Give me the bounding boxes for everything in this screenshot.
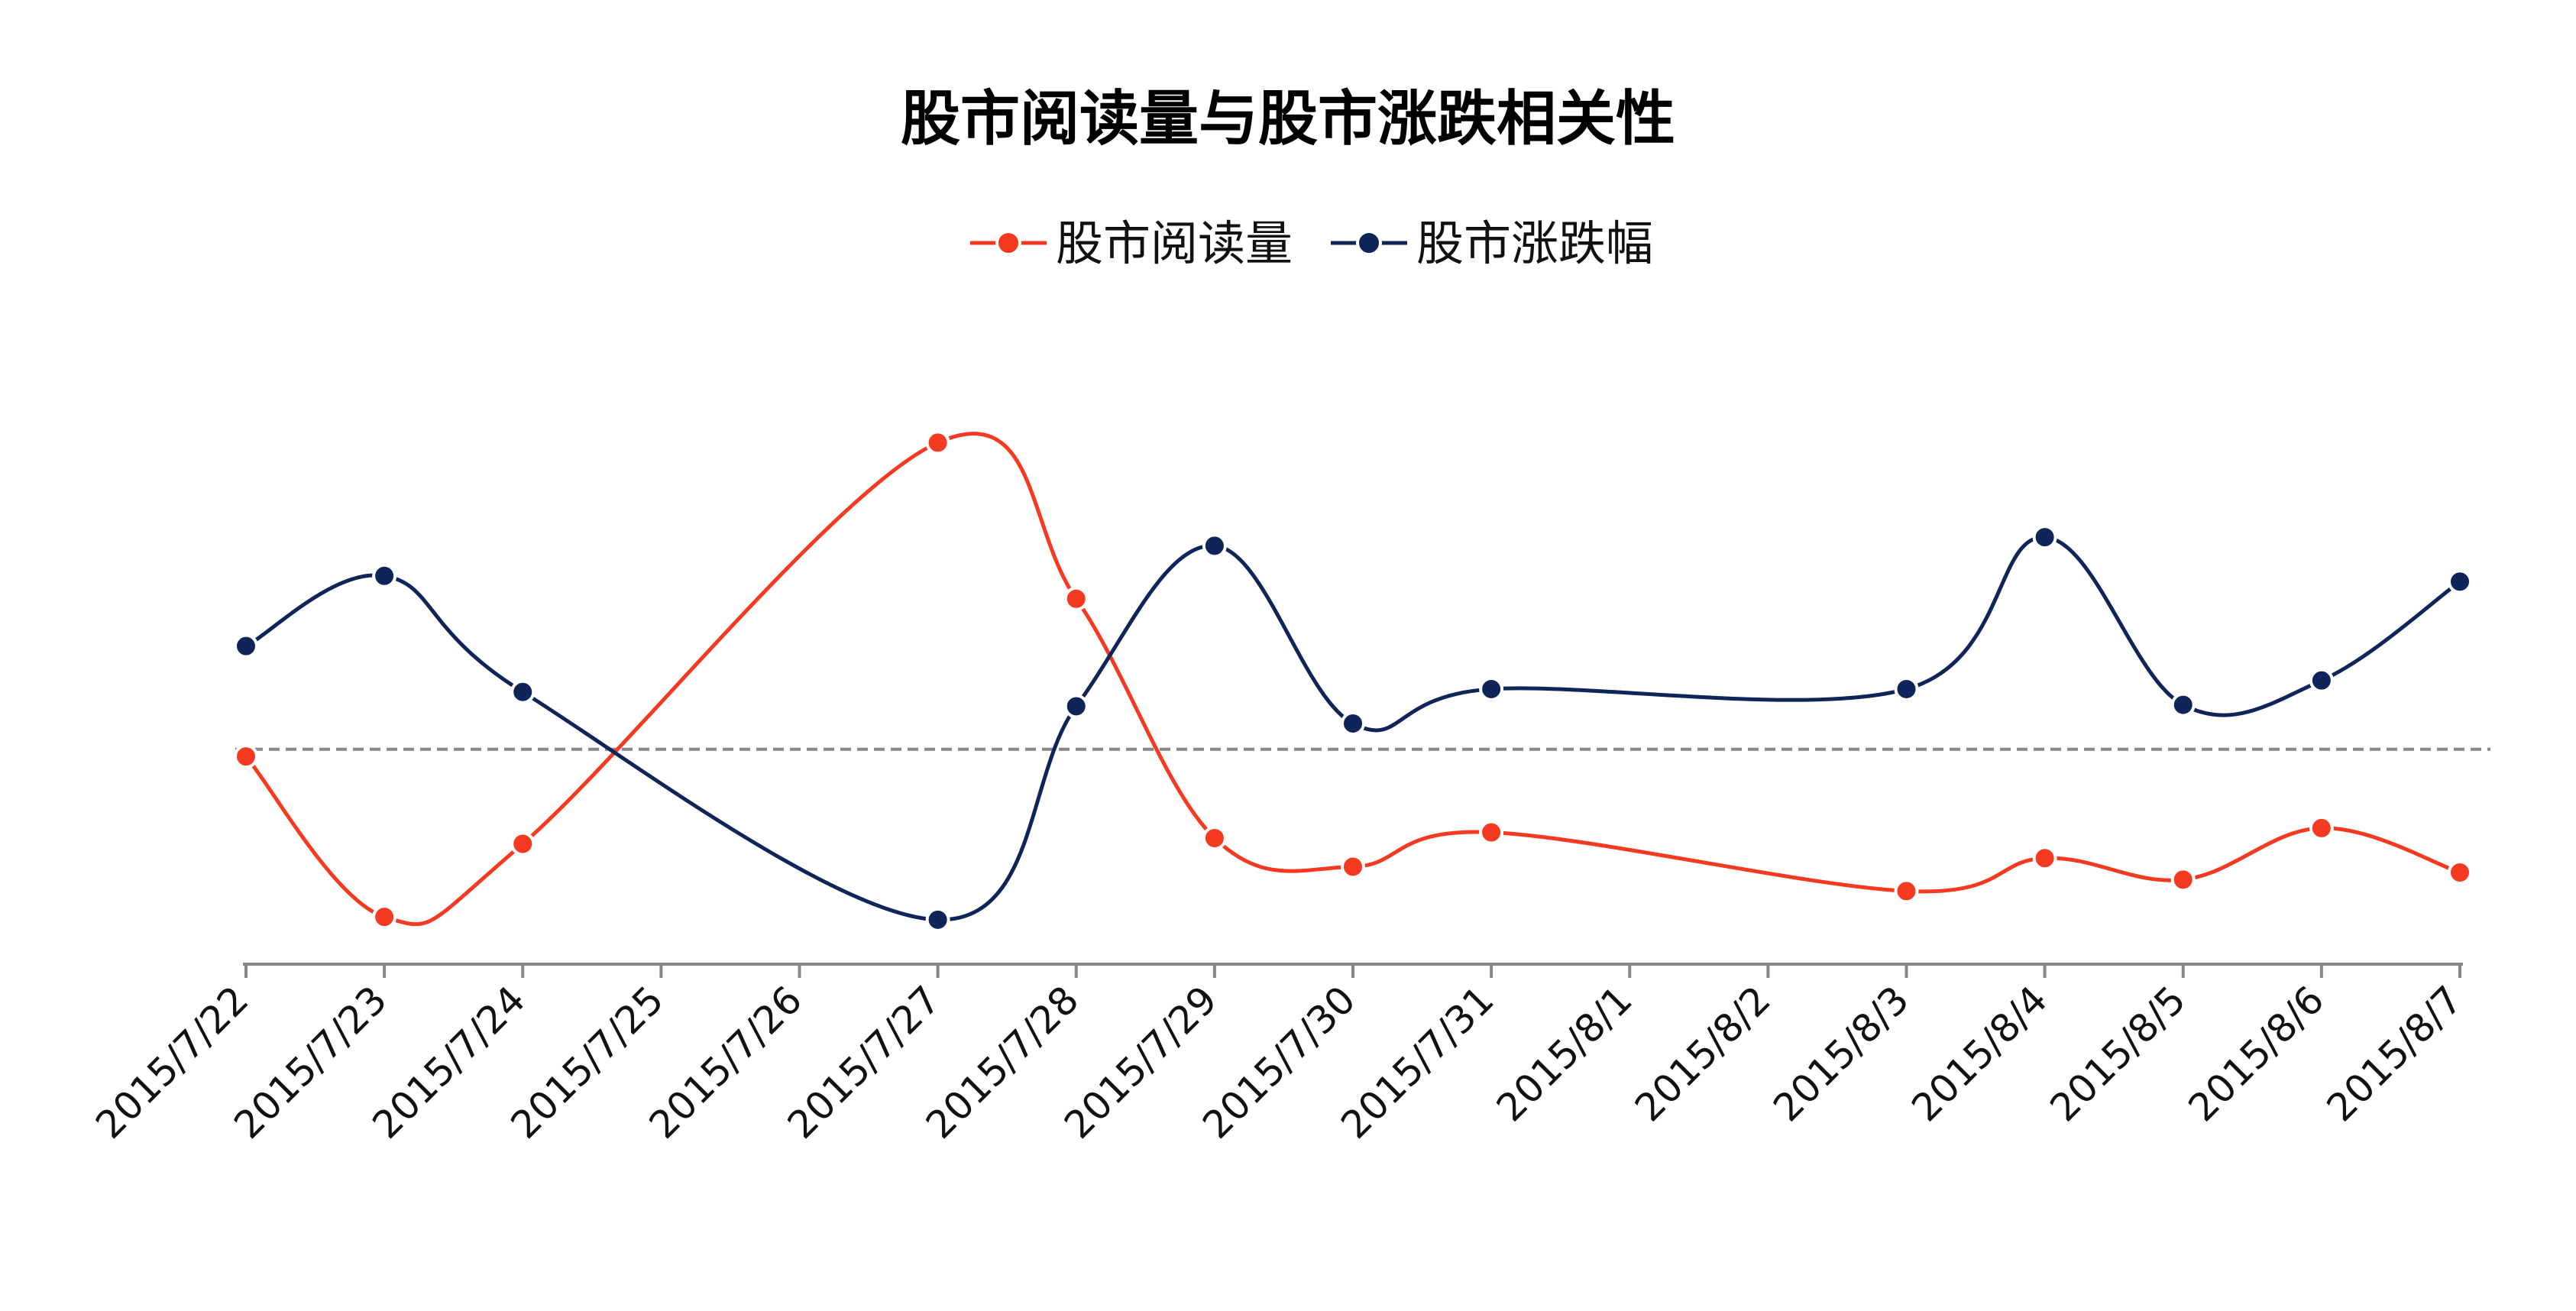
data-point: [925, 430, 950, 455]
data-point: [2448, 859, 2472, 885]
series-line: [244, 432, 2461, 927]
legend-item: 股市涨跌幅: [1331, 215, 1653, 271]
legend: 股市阅读量 股市涨跌幅: [970, 215, 1653, 271]
series-2: [234, 525, 2472, 932]
series-1: [234, 430, 2472, 930]
x-tick-label: 2015/8/6: [2180, 977, 2333, 1130]
data-point: [234, 633, 258, 659]
data-point: [510, 679, 536, 704]
x-tick-label: 2015/8/4: [1903, 977, 2056, 1130]
data-point: [2309, 815, 2334, 840]
x-tick-label: 2015/8/5: [2041, 977, 2194, 1130]
data-point: [1894, 879, 1919, 904]
x-tick-label: 2015/8/7: [2319, 977, 2471, 1130]
data-point: [2170, 692, 2196, 717]
data-point: [2309, 668, 2334, 693]
data-point: [1202, 533, 1227, 558]
data-point: [2170, 867, 2196, 892]
data-point: [1479, 820, 1504, 845]
data-point: [1063, 586, 1089, 611]
data-point: [372, 563, 397, 588]
data-point: [1341, 854, 1365, 879]
series-layer: [234, 430, 2472, 932]
data-point: [1063, 694, 1089, 719]
x-tick-label: 2015/8/3: [1765, 977, 1917, 1130]
data-point: [1894, 676, 1919, 701]
data-point: [2032, 525, 2057, 550]
series-line: [244, 535, 2461, 922]
legend-label: 股市涨跌幅: [1416, 215, 1653, 271]
data-point: [2032, 846, 2057, 871]
data-point: [234, 744, 258, 769]
legend-label: 股市阅读量: [1056, 215, 1293, 271]
data-point: [1341, 711, 1365, 736]
chart-title: 股市阅读量与股市涨跌相关性: [901, 85, 1675, 154]
data-point: [1202, 825, 1227, 850]
data-point: [2448, 569, 2472, 594]
data-point: [925, 907, 950, 932]
data-point: [372, 905, 397, 930]
data-point: [510, 831, 536, 856]
legend-marker: [1356, 230, 1382, 256]
x-axis: 2015/7/222015/7/232015/7/242015/7/252015…: [87, 963, 2471, 1148]
x-tick-label: 2015/8/2: [1626, 977, 1779, 1130]
legend-item: 股市阅读量: [970, 215, 1293, 271]
x-tick-label: 2015/8/1: [1488, 977, 1641, 1130]
legend-marker: [995, 230, 1021, 256]
data-point: [1479, 676, 1504, 701]
